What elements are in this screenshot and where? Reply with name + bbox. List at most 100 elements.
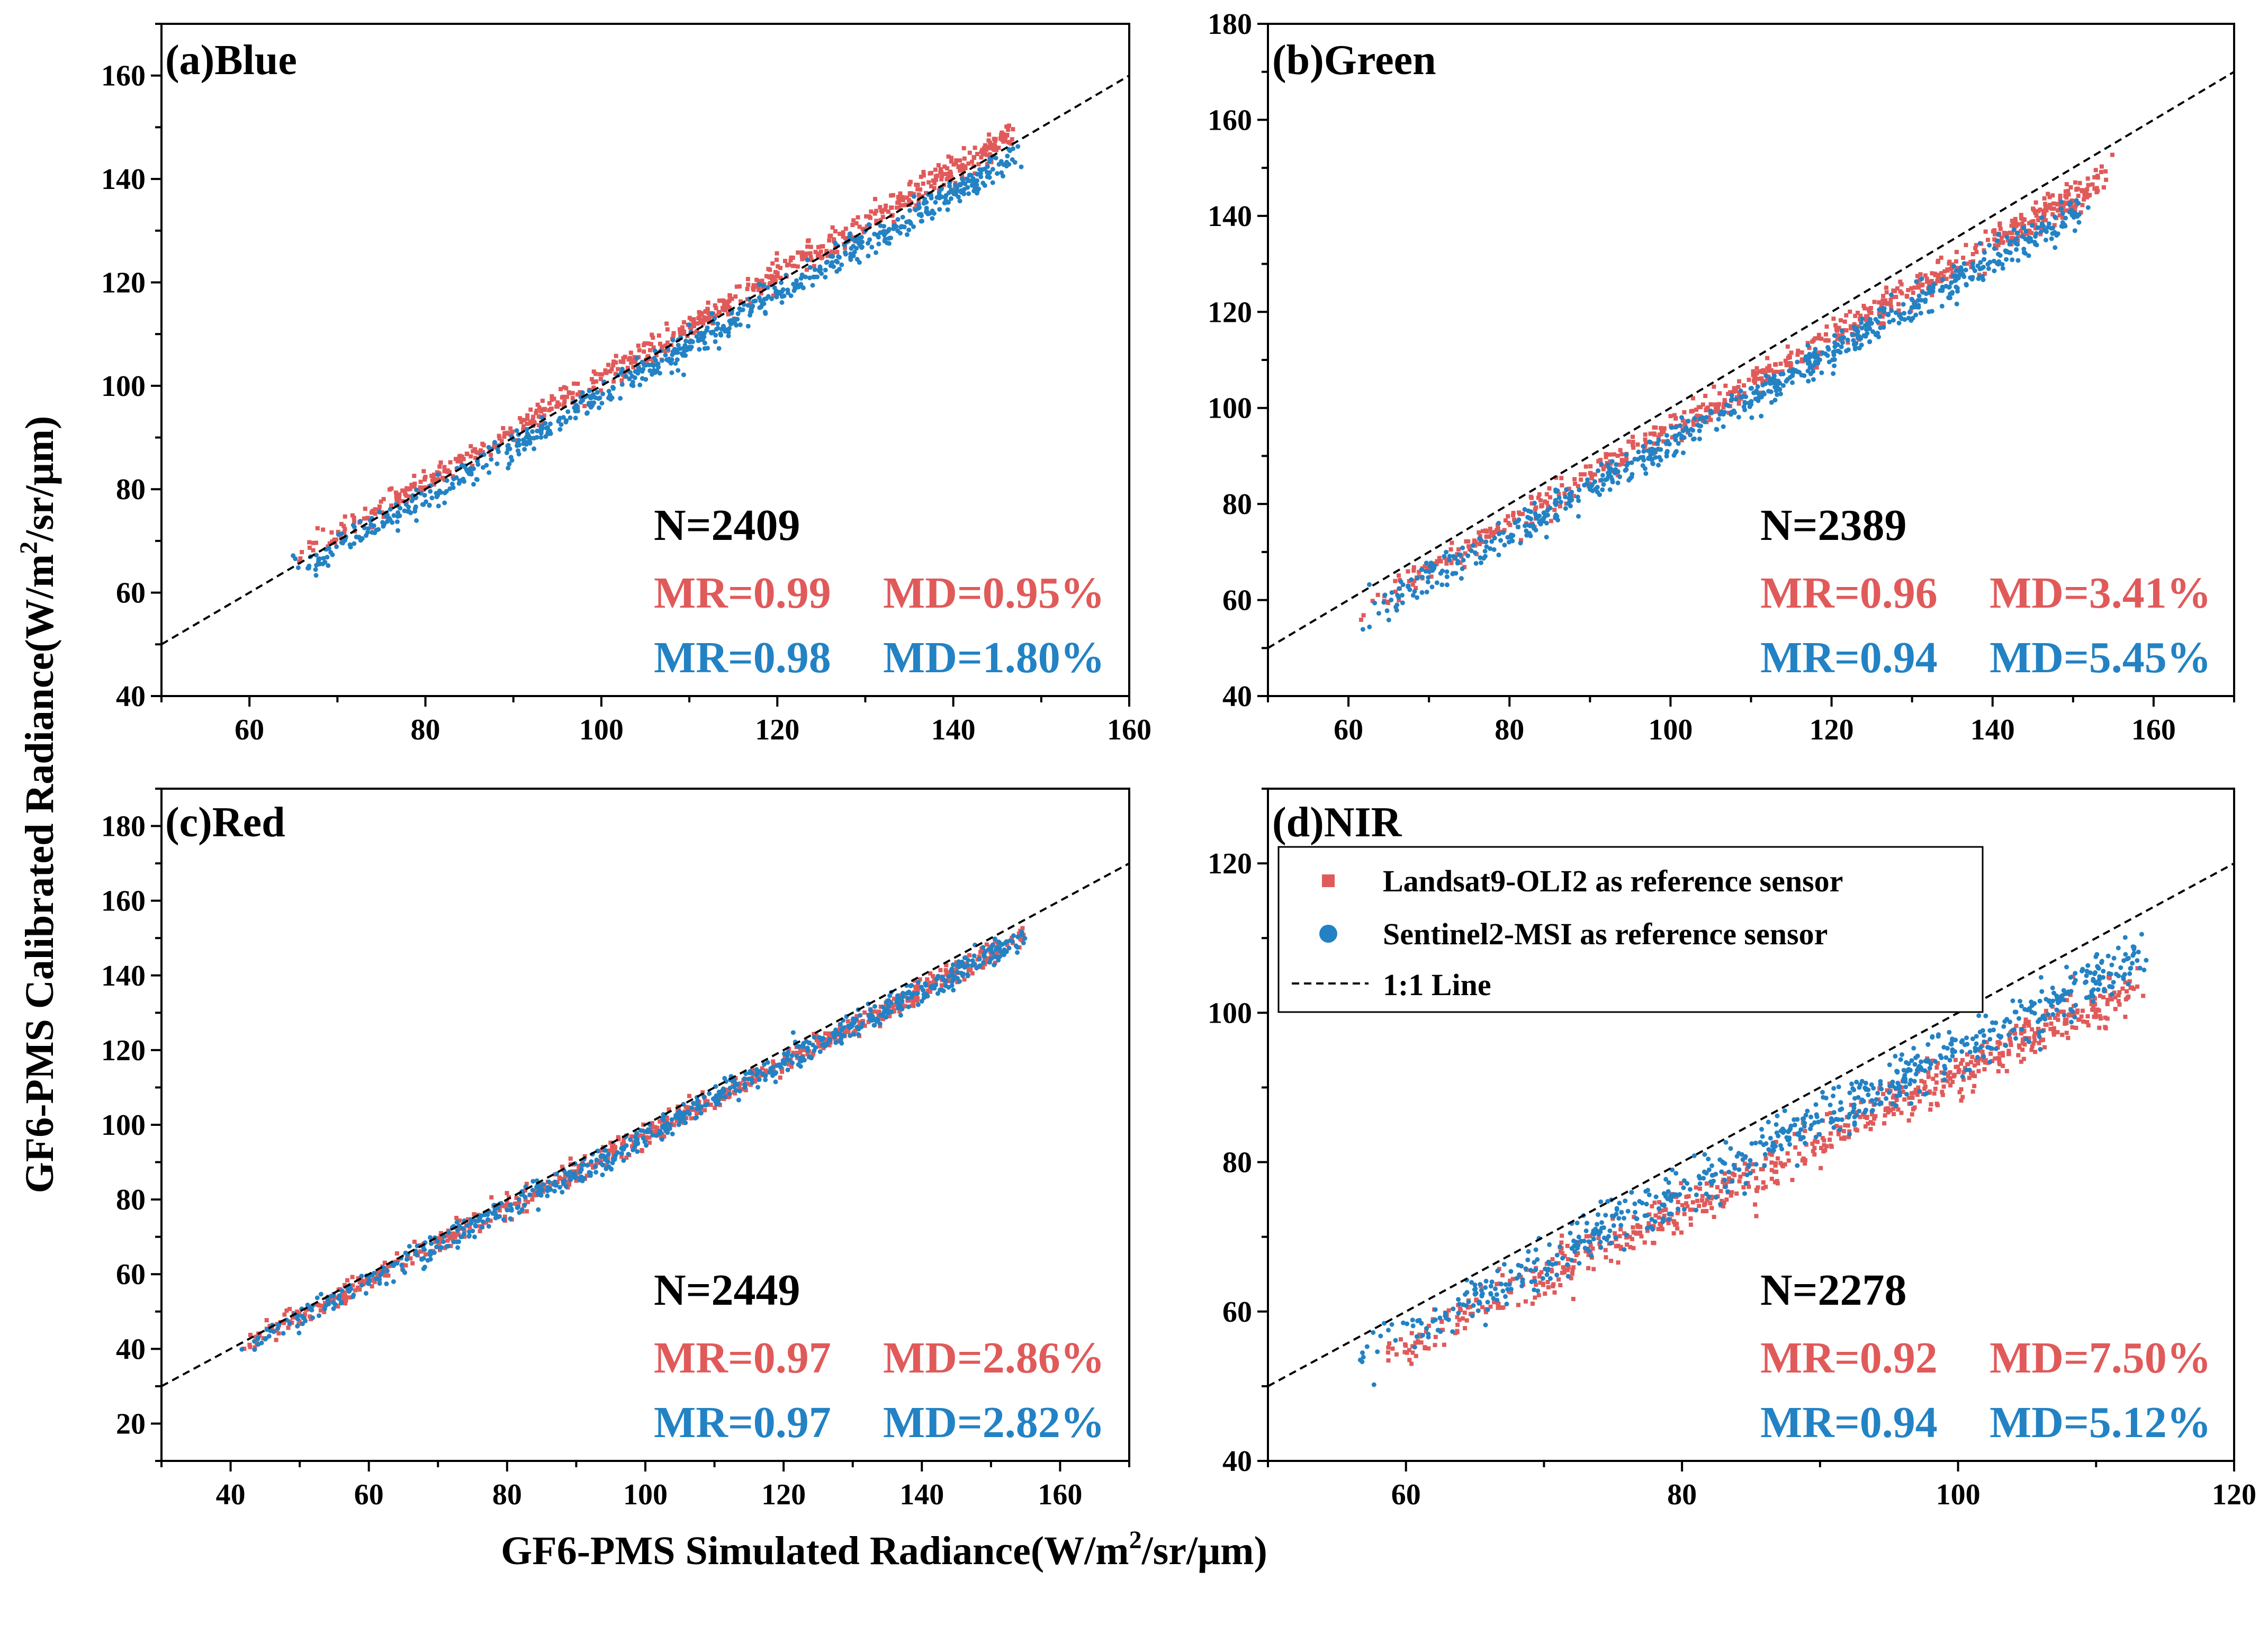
- point: [2135, 984, 2140, 989]
- point: [575, 392, 580, 397]
- point: [1736, 398, 1741, 402]
- point: [784, 273, 789, 278]
- point: [693, 1116, 698, 1121]
- point: [459, 464, 464, 469]
- point: [1810, 339, 1815, 344]
- point: [1882, 309, 1887, 314]
- point: [721, 298, 725, 303]
- point: [867, 237, 872, 242]
- point: [2117, 1002, 2122, 1007]
- point: [2069, 207, 2074, 213]
- point: [1697, 428, 1702, 434]
- point: [1906, 288, 1911, 292]
- point: [1502, 543, 1507, 548]
- point: [930, 216, 935, 221]
- point: [974, 191, 979, 196]
- point: [2032, 1031, 2037, 1036]
- point: [1898, 279, 1903, 284]
- point: [1579, 477, 1583, 482]
- point: [1937, 276, 1941, 281]
- point: [1617, 462, 1622, 467]
- point: [1742, 383, 1747, 388]
- point: [1912, 285, 1917, 290]
- point: [550, 394, 554, 399]
- point: [780, 287, 786, 292]
- point: [436, 477, 440, 482]
- point: [506, 465, 511, 471]
- point: [1749, 415, 1754, 420]
- point: [735, 311, 741, 317]
- point: [897, 1009, 902, 1014]
- point: [621, 373, 626, 377]
- point: [898, 231, 903, 236]
- point: [882, 1009, 887, 1015]
- point: [2032, 1039, 2037, 1043]
- point: [1808, 371, 1813, 376]
- point: [1893, 310, 1898, 315]
- point: [1923, 297, 1928, 303]
- point: [644, 1143, 649, 1148]
- point: [311, 548, 316, 553]
- point: [1496, 520, 1501, 526]
- point: [1444, 582, 1450, 588]
- point: [896, 195, 901, 200]
- point: [1447, 554, 1452, 559]
- point: [1412, 579, 1417, 583]
- point: [1703, 394, 1708, 398]
- point: [2029, 1048, 2034, 1052]
- point: [1522, 523, 1527, 528]
- point: [889, 193, 894, 198]
- point: [2033, 234, 2038, 239]
- point: [812, 1032, 816, 1036]
- point: [940, 174, 944, 178]
- point: [1515, 519, 1520, 524]
- point: [1465, 1305, 1470, 1310]
- point: [1609, 467, 1614, 472]
- point: [1370, 599, 1375, 603]
- point: [1690, 437, 1696, 442]
- point: [1685, 1204, 1690, 1209]
- point: [1996, 243, 2001, 248]
- x-tick-label: 100: [579, 714, 624, 746]
- point: [1912, 1090, 1916, 1095]
- point: [516, 441, 521, 446]
- point: [975, 171, 980, 177]
- point: [2110, 152, 2114, 157]
- point: [2033, 200, 2038, 205]
- point: [1536, 495, 1541, 500]
- point: [1688, 1216, 1693, 1221]
- point: [931, 980, 936, 985]
- point: [1780, 369, 1785, 374]
- point: [1769, 368, 1774, 373]
- point: [1970, 261, 1975, 266]
- point: [1865, 1116, 1869, 1120]
- point: [742, 1082, 748, 1087]
- point: [1018, 937, 1023, 941]
- point: [1469, 548, 1474, 553]
- point: [638, 1133, 643, 1138]
- point: [851, 1032, 856, 1037]
- point: [1909, 1091, 1914, 1096]
- point: [1902, 311, 1907, 316]
- point: [772, 275, 777, 279]
- point: [2013, 1031, 2017, 1036]
- point: [633, 1134, 638, 1140]
- point: [922, 200, 927, 205]
- point: [1979, 266, 1985, 271]
- point: [574, 1178, 579, 1183]
- point: [1538, 498, 1543, 503]
- point: [1551, 1284, 1555, 1288]
- point: [2126, 994, 2131, 999]
- point: [1961, 1077, 1966, 1082]
- point: [985, 174, 990, 179]
- point: [902, 203, 907, 207]
- point: [593, 1164, 598, 1169]
- point: [1538, 521, 1543, 527]
- point: [676, 368, 681, 373]
- point: [1698, 405, 1703, 410]
- series-b-landsat: [1359, 152, 2114, 622]
- point: [1528, 509, 1534, 514]
- point: [1790, 380, 1795, 385]
- point: [1857, 346, 1862, 351]
- point: [695, 1103, 700, 1108]
